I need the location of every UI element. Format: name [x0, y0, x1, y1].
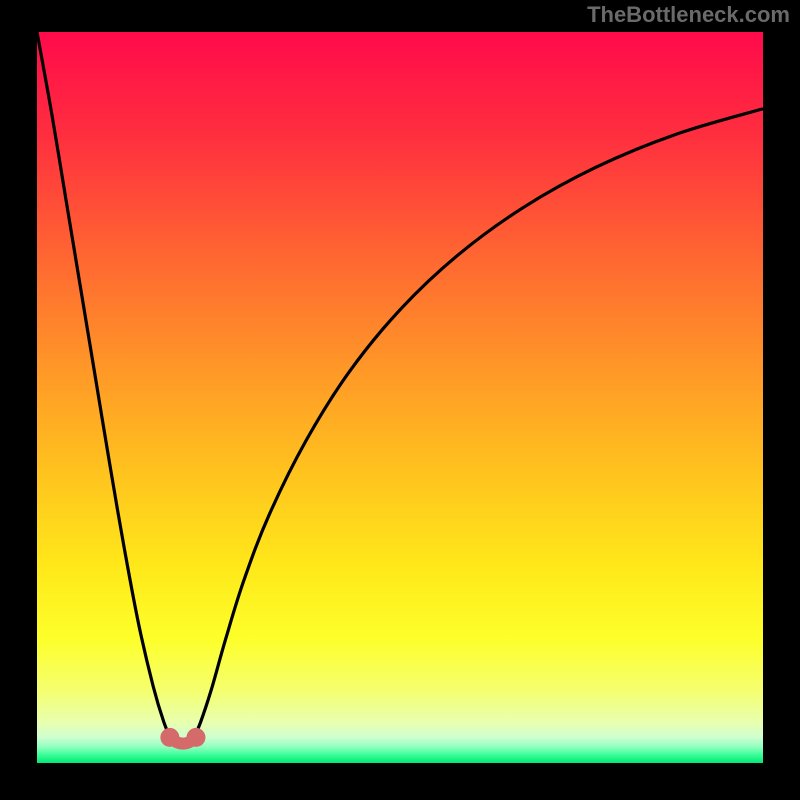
marker-dot-right: [186, 728, 205, 747]
marker-dot-left: [160, 728, 179, 747]
plot-svg: [37, 32, 763, 763]
chart-root: TheBottleneck.com: [0, 0, 800, 800]
attribution-watermark: TheBottleneck.com: [587, 2, 790, 28]
plot-area: [37, 32, 763, 763]
